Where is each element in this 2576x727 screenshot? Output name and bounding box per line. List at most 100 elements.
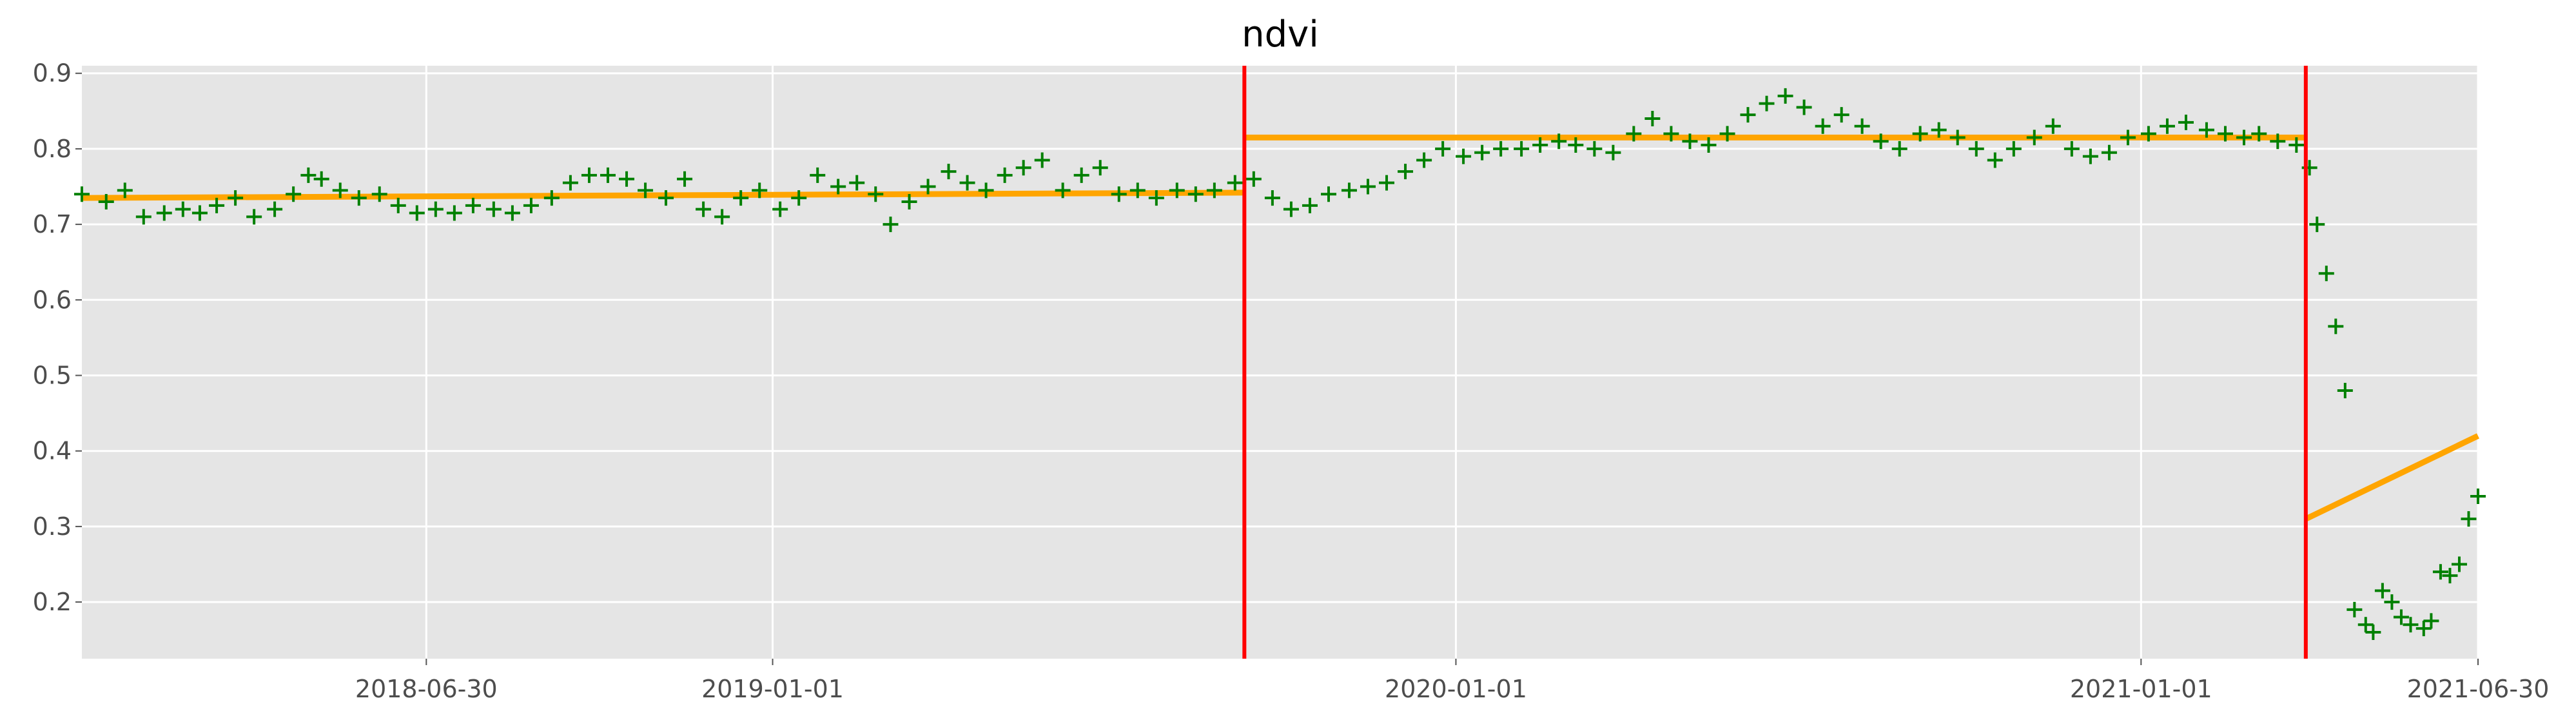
data-point <box>286 186 302 202</box>
data-point <box>2374 583 2390 599</box>
data-point <box>332 182 348 199</box>
data-point <box>2101 144 2117 160</box>
data-point <box>600 167 616 183</box>
data-point <box>2178 114 2194 130</box>
data-point <box>2451 556 2467 572</box>
data-point <box>1815 118 1831 134</box>
data-point <box>2442 568 2458 584</box>
data-point <box>2318 266 2334 282</box>
data-point <box>2423 613 2439 629</box>
data-point <box>696 201 712 217</box>
data-point <box>2415 621 2432 637</box>
observation-points <box>74 88 2486 640</box>
x-tick-label: 2020-01-01 <box>1385 675 1527 703</box>
data-point <box>714 209 730 225</box>
data-point <box>1968 141 1984 157</box>
data-point <box>1148 190 1164 206</box>
chart-title: ndvi <box>1242 14 1319 55</box>
data-point <box>1206 182 1222 199</box>
data-point <box>1073 167 1089 183</box>
x-tick-label: 2021-06-30 <box>2407 675 2550 703</box>
data-point <box>658 190 674 206</box>
data-point <box>191 205 208 221</box>
data-point <box>246 209 262 225</box>
x-tick-label: 2018-06-30 <box>355 675 498 703</box>
data-point <box>619 171 635 187</box>
data-point <box>1873 133 1889 150</box>
data-point <box>2217 126 2233 142</box>
data-point <box>523 197 539 213</box>
data-point <box>1759 95 1775 111</box>
data-point <box>2470 489 2486 505</box>
y-tick-label: 0.6 <box>33 286 72 314</box>
data-point <box>2403 617 2419 633</box>
data-point <box>390 197 406 213</box>
data-point <box>791 190 807 206</box>
data-point <box>465 197 481 213</box>
y-tick-label: 0.2 <box>33 588 72 616</box>
data-point <box>978 182 994 199</box>
data-point <box>1321 186 1336 202</box>
data-point <box>117 182 133 199</box>
data-point <box>2365 624 2381 640</box>
data-point <box>1551 133 1567 150</box>
data-point <box>485 201 502 217</box>
y-tick-label: 0.9 <box>33 59 72 88</box>
data-point <box>1949 130 1966 146</box>
data-point <box>1015 160 1031 176</box>
data-point <box>74 186 90 202</box>
data-point <box>997 167 1013 183</box>
data-point <box>267 201 283 217</box>
data-point <box>2120 130 2136 146</box>
data-point <box>1833 107 1849 123</box>
data-point <box>638 182 654 199</box>
data-point <box>543 190 560 206</box>
data-point <box>427 201 444 217</box>
data-point <box>1912 126 1928 142</box>
data-point <box>1796 99 1812 115</box>
data-point <box>901 193 917 209</box>
data-point <box>1435 141 1451 157</box>
data-point <box>2082 148 2098 164</box>
data-point <box>2328 318 2344 334</box>
data-point <box>1987 152 2003 168</box>
x-tick-label: 2019-01-01 <box>701 675 844 703</box>
data-point <box>1187 186 1204 202</box>
data-point <box>2045 118 2061 134</box>
data-point <box>1456 148 1472 164</box>
data-point <box>2347 601 2363 617</box>
data-point <box>1644 111 1661 127</box>
data-point <box>2236 130 2252 146</box>
data-point <box>562 175 578 191</box>
data-point <box>2005 141 2022 157</box>
data-point <box>2309 217 2325 233</box>
data-point <box>2159 118 2175 134</box>
data-point <box>1682 133 1698 150</box>
data-point <box>313 171 329 187</box>
data-point <box>752 182 768 199</box>
data-point <box>1719 126 1735 142</box>
data-point <box>1416 152 1432 168</box>
data-point <box>1777 88 1793 104</box>
data-point <box>1568 137 1584 153</box>
data-point <box>371 186 387 202</box>
y-tick-label: 0.7 <box>33 210 72 238</box>
data-point <box>2432 564 2448 580</box>
data-point <box>209 197 225 213</box>
data-point <box>830 179 846 195</box>
data-point <box>1493 141 1509 157</box>
data-point <box>2357 617 2374 633</box>
data-point <box>1398 164 1414 180</box>
data-point <box>1264 190 1280 206</box>
breakpoint-lines <box>1242 66 2308 659</box>
data-point <box>2270 133 2286 150</box>
data-point <box>446 205 462 221</box>
data-point <box>920 179 936 195</box>
fit-segment <box>2304 433 2479 522</box>
data-point <box>1341 182 1357 199</box>
plot-area <box>82 66 2478 659</box>
data-point <box>2393 609 2409 625</box>
data-point <box>1283 201 1299 217</box>
